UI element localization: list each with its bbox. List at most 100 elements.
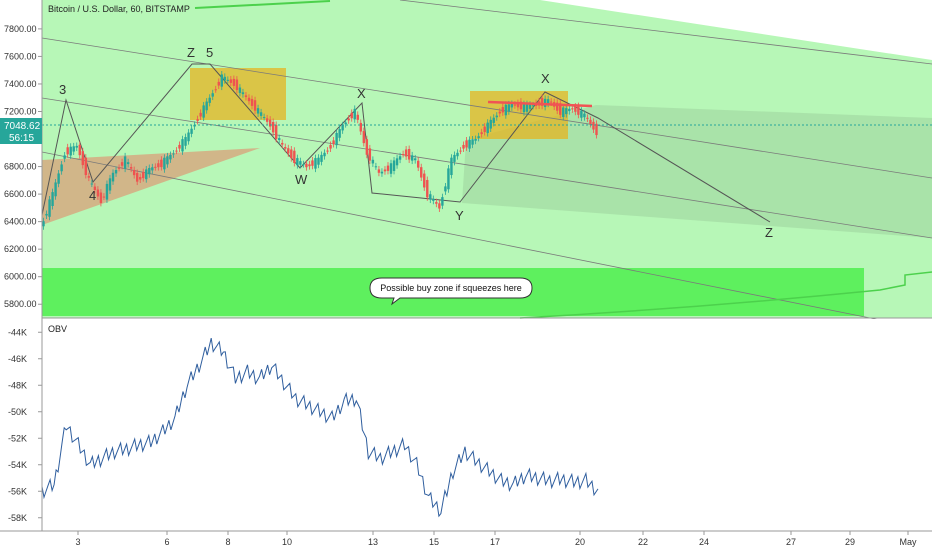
- price-candle: [108, 178, 112, 191]
- channel-line-2: [41, 97, 932, 239]
- price-candle: [42, 221, 45, 227]
- wave-label: X: [357, 86, 366, 101]
- price-badge-bg: [0, 118, 42, 144]
- price-candle: [429, 194, 432, 200]
- price-candle: [398, 156, 402, 160]
- price-candle: [287, 148, 290, 154]
- price-candle: [148, 167, 151, 175]
- price-candle: [232, 78, 236, 86]
- price-candle: [549, 101, 553, 103]
- price-candle: [84, 157, 88, 176]
- price-candle: [350, 112, 353, 119]
- price-candle: [66, 147, 69, 155]
- price-candle: [296, 158, 299, 166]
- wave-zigzag: [41, 63, 771, 223]
- channel-line-1: [41, 37, 932, 179]
- price-candle: [166, 156, 169, 165]
- price-candle: [169, 154, 172, 160]
- price-candle: [510, 103, 514, 108]
- price-candle: [120, 162, 124, 166]
- price-candle: [441, 197, 444, 206]
- obv-tick-label: -52K: [8, 433, 27, 443]
- price-candle: [265, 118, 269, 122]
- price-candle: [54, 182, 57, 197]
- price-candle: [181, 139, 184, 152]
- obv-line: [41, 337, 599, 518]
- price-candle: [48, 199, 51, 217]
- price-candle: [208, 97, 211, 103]
- x-axis-strip: [0, 531, 932, 550]
- price-candle: [241, 92, 245, 95]
- price-candle: [347, 118, 350, 121]
- price-candle: [368, 148, 372, 161]
- price-candle: [250, 98, 254, 106]
- price-candle: [374, 166, 378, 168]
- price-candle: [211, 93, 214, 97]
- price-candle: [489, 119, 492, 129]
- price-candle: [223, 76, 227, 81]
- wave-label: Z: [187, 45, 195, 60]
- price-candle: [365, 139, 369, 155]
- x-tick-label: 13: [368, 537, 378, 547]
- price-candle: [507, 104, 511, 112]
- price-badge-price: 7048.62: [4, 121, 41, 132]
- price-candle: [332, 140, 335, 145]
- price-candle: [546, 99, 550, 104]
- wave-label: 4: [89, 188, 96, 203]
- obv-tick-label: -50K: [8, 407, 27, 417]
- price-candle: [96, 189, 100, 197]
- price-candle: [193, 124, 196, 127]
- price-candle: [217, 81, 220, 86]
- price-candle: [323, 152, 326, 157]
- price-candle: [568, 108, 571, 112]
- price-candle: [432, 198, 435, 201]
- price-candle: [528, 104, 532, 109]
- price-candle: [344, 122, 347, 125]
- channel-line-4: [399, 0, 932, 65]
- price-candle: [196, 119, 199, 122]
- price-candle: [81, 151, 84, 166]
- price-candle: [447, 168, 450, 190]
- price-candle: [129, 167, 133, 169]
- price-candle: [157, 163, 160, 168]
- price-candle: [359, 122, 362, 132]
- price-candle: [57, 173, 60, 184]
- price-candle: [145, 169, 148, 180]
- price-candle: [160, 159, 163, 168]
- price-candle: [172, 153, 175, 155]
- price-candle: [329, 144, 332, 149]
- obv-tick-label: -46K: [8, 354, 27, 364]
- price-candle: [256, 108, 260, 114]
- price-candle: [525, 104, 529, 112]
- price-candle: [314, 158, 317, 169]
- price-candle: [395, 158, 399, 166]
- price-tick-label: 7800.00: [4, 24, 37, 34]
- chart-title: Bitcoin / U.S. Dollar, 60, BITSTAMP: [48, 4, 190, 14]
- price-candle: [202, 105, 205, 118]
- price-candle: [293, 150, 296, 163]
- x-tick-label: 10: [282, 537, 292, 547]
- wave-label: 3: [59, 82, 66, 97]
- price-candle: [589, 119, 592, 125]
- price-candle: [459, 150, 462, 152]
- price-candle: [450, 157, 453, 176]
- price-candle: [495, 115, 498, 118]
- wave-label: X: [541, 71, 550, 86]
- price-candle: [595, 123, 598, 136]
- price-candle: [154, 166, 157, 168]
- price-candle: [401, 154, 405, 156]
- obv-label: OBV: [48, 324, 67, 334]
- price-candle: [284, 147, 287, 149]
- price-candle: [317, 157, 320, 165]
- price-candle: [326, 150, 329, 152]
- price-candle: [111, 172, 115, 182]
- price-candle: [562, 107, 565, 117]
- obv-pane-bg: [42, 319, 932, 531]
- wave-label: W: [295, 172, 308, 187]
- price-candle: [135, 172, 139, 182]
- price-candle: [244, 95, 248, 98]
- price-candle: [377, 169, 381, 173]
- price-candle: [274, 124, 278, 139]
- price-candle: [362, 131, 366, 144]
- price-candle: [114, 170, 118, 174]
